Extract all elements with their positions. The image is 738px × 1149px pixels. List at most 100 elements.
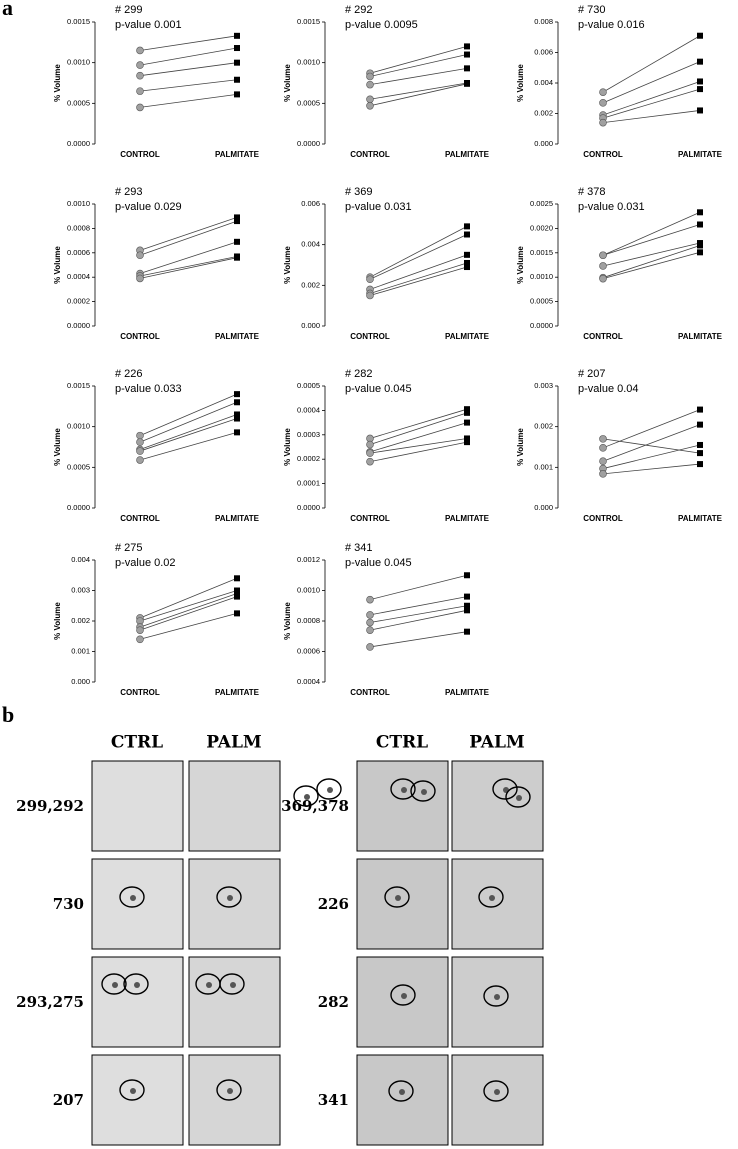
y-tick-label: 0.0004: [297, 405, 320, 414]
chart-subtitle: p-value 0.016: [578, 19, 645, 31]
x-tick-label: CONTROL: [350, 688, 390, 697]
palmitate-point: [234, 429, 240, 436]
pair-line: [369, 596, 468, 616]
palmitate-point: [234, 91, 240, 98]
control-point: [366, 618, 374, 627]
pair-line: [602, 81, 701, 116]
y-tick-label: 0.003: [71, 585, 90, 594]
pair-line: [139, 79, 238, 92]
spot-circle: [478, 886, 504, 908]
x-tick-label: CONTROL: [583, 332, 623, 341]
palmitate-point: [697, 406, 703, 413]
y-tick-label: 0.0010: [297, 585, 320, 594]
y-tick-label: 0.0001: [297, 479, 320, 488]
palmitate-point: [234, 590, 240, 597]
spot-circle: [216, 1079, 242, 1101]
control-point: [366, 449, 374, 457]
x-tick-label: PALMITATE: [678, 150, 723, 159]
spot-circle: [483, 985, 509, 1007]
chart-subtitle: p-value 0.02: [115, 557, 176, 569]
pair-line: [369, 631, 468, 648]
spot-circle: [505, 786, 531, 808]
pair-line: [139, 431, 238, 461]
spot: [401, 787, 407, 793]
pair-line: [139, 257, 238, 279]
palmitate-point: [234, 254, 240, 261]
chart-subtitle: p-value 0.04: [578, 383, 639, 395]
spot-circle: [384, 886, 410, 908]
palmitate-point: [697, 450, 703, 457]
palmitate-point: [697, 242, 703, 249]
y-tick-label: 0.002: [301, 280, 320, 289]
control-point: [136, 87, 144, 95]
spot: [421, 789, 427, 795]
x-tick-label: CONTROL: [350, 150, 390, 159]
x-tick-label: CONTROL: [350, 332, 390, 341]
pair-line: [369, 438, 468, 454]
gel-image: [356, 956, 449, 1048]
pair-line: [369, 67, 468, 86]
pair-line: [369, 422, 468, 453]
palmitate-point: [464, 251, 470, 258]
pair-line: [369, 266, 468, 296]
pair-line: [139, 401, 238, 443]
x-tick-label: PALMITATE: [678, 514, 723, 523]
palmitate-point: [697, 441, 703, 448]
panel-label: a: [2, 0, 13, 20]
chart-title: # 275: [115, 542, 143, 554]
palmitate-point: [464, 231, 470, 238]
palmitate-point: [464, 435, 470, 442]
row-label: 282: [318, 993, 349, 1011]
spot-circle: [388, 1080, 414, 1102]
x-tick-label: CONTROL: [120, 150, 160, 159]
control-point: [136, 71, 144, 80]
chart-title: # 378: [578, 186, 606, 198]
pair-line: [602, 444, 701, 469]
spot-circle: [410, 780, 436, 802]
y-axis-label: % Volume: [283, 428, 292, 466]
y-tick-label: 0.0010: [297, 58, 320, 67]
y-tick-label: 0.0012: [297, 555, 320, 564]
control-point: [366, 626, 374, 634]
spot-circle: [293, 785, 319, 807]
spot: [494, 1089, 500, 1095]
y-axis-label: % Volume: [516, 64, 525, 102]
pair-line: [369, 574, 468, 601]
control-point: [366, 643, 374, 651]
palmitate-point: [697, 461, 703, 468]
palmitate-point: [464, 572, 470, 579]
pair-line: [139, 393, 238, 436]
spot-circle: [492, 778, 518, 800]
chart-title: # 369: [345, 186, 373, 198]
y-tick-label: 0.0000: [530, 321, 553, 330]
row-label: 293,275: [16, 993, 84, 1011]
control-point: [136, 447, 144, 455]
y-axis-label: % Volume: [53, 428, 62, 466]
pair-line: [369, 234, 468, 280]
control-point: [599, 99, 607, 107]
spot-circle: [216, 886, 242, 908]
y-tick-label: 0.000: [301, 321, 320, 330]
control-point: [136, 46, 144, 55]
control-point: [366, 440, 374, 449]
y-tick-label: 0.000: [534, 503, 553, 512]
pair-line: [602, 88, 701, 119]
palmitate-point: [697, 86, 703, 93]
pair-line: [139, 590, 238, 622]
pair-line: [369, 262, 468, 294]
spot: [399, 1089, 405, 1095]
y-axis-label: % Volume: [516, 246, 525, 284]
y-axis-label: % Volume: [283, 64, 292, 102]
pair-line: [369, 408, 468, 439]
palmitate-point: [464, 607, 470, 614]
y-tick-label: 0.002: [534, 108, 553, 117]
spot: [130, 1088, 136, 1094]
y-tick-label: 0.006: [301, 199, 320, 208]
palmitate-point: [234, 238, 240, 245]
palmitate-point: [234, 575, 240, 582]
pair-line: [602, 211, 701, 256]
gel-image: [356, 760, 449, 852]
control-point: [136, 274, 144, 283]
control-point: [366, 80, 374, 89]
palmitate-point: [234, 59, 240, 66]
